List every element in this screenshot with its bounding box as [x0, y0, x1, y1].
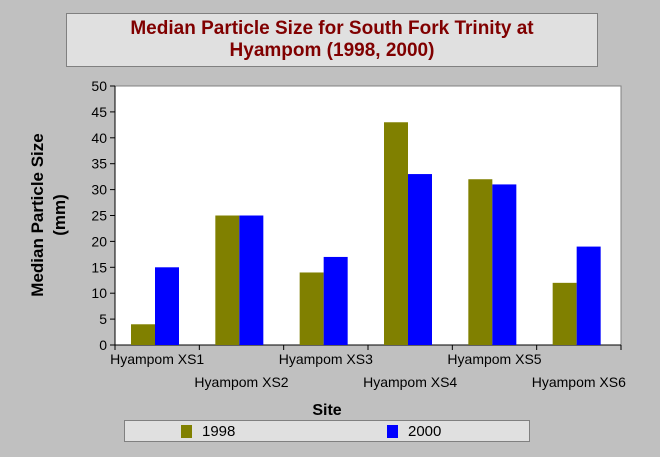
y-tick-label: 10	[91, 285, 107, 301]
y-tick-label: 50	[91, 78, 107, 94]
x-tick-label: Hyampom XS4	[363, 374, 457, 390]
bar-1998	[131, 324, 155, 345]
y-tick-label: 25	[91, 208, 107, 224]
x-axis: Hyampom XS1 Hyampom XS2 Hyampom XS3 Hyampom…	[110, 344, 626, 390]
plot-area	[114, 85, 622, 346]
x-tick-label: Hyampom XS2	[194, 374, 288, 390]
y-tick-label: 5	[99, 311, 107, 327]
y-tick-label: 30	[91, 182, 107, 198]
y-tick-label: 15	[91, 259, 107, 275]
bar-2000	[492, 184, 517, 345]
chart-title: Median Particle Size for South Fork Trin…	[66, 13, 598, 67]
x-tick-label: Hyampom XS1	[110, 351, 204, 367]
y-axis-title-line-2: (mm)	[50, 194, 69, 236]
legend-item-2000: 2000	[387, 423, 441, 440]
bar-1998	[552, 282, 577, 345]
bar-1998	[384, 122, 408, 345]
y-axis-title: Median Particle Size (mm)	[28, 133, 69, 296]
y-axis: 0 5 10 15 20 25 30 35 40 45 50	[91, 78, 116, 353]
bar-2000	[155, 267, 179, 345]
chart-title-line-1: Median Particle Size for South Fork Trin…	[130, 18, 534, 39]
y-axis-title-line-1: Median Particle Size	[28, 133, 47, 296]
bar-2000	[576, 246, 601, 345]
bar-2000	[408, 174, 432, 345]
bar-1998	[468, 179, 493, 345]
x-tick-label: Hyampom XS6	[532, 374, 626, 390]
bar-1998	[299, 272, 324, 345]
legend-label-2000: 2000	[408, 423, 442, 440]
legend-swatch-2000	[387, 425, 398, 438]
legend-swatch-1998	[181, 425, 192, 438]
bar-2000	[239, 215, 264, 345]
x-tick-label: Hyampom XS5	[447, 351, 541, 367]
y-tick-label: 40	[91, 130, 107, 146]
x-axis-title: Site	[312, 402, 341, 419]
chart-title-line-2: Hyampom (1998, 2000)	[229, 40, 435, 61]
y-tick-label: 20	[91, 233, 107, 249]
legend-item-1998: 1998	[181, 423, 235, 440]
y-tick-label: 35	[91, 156, 107, 172]
legend: 1998 2000	[124, 420, 530, 442]
x-tick-label: Hyampom XS3	[279, 351, 373, 367]
bar-1998	[215, 215, 240, 345]
bar-2000	[323, 256, 348, 345]
y-tick-label: 45	[91, 104, 107, 120]
bars	[131, 122, 601, 345]
y-tick-label: 0	[99, 337, 107, 353]
legend-label-1998: 1998	[202, 423, 236, 440]
